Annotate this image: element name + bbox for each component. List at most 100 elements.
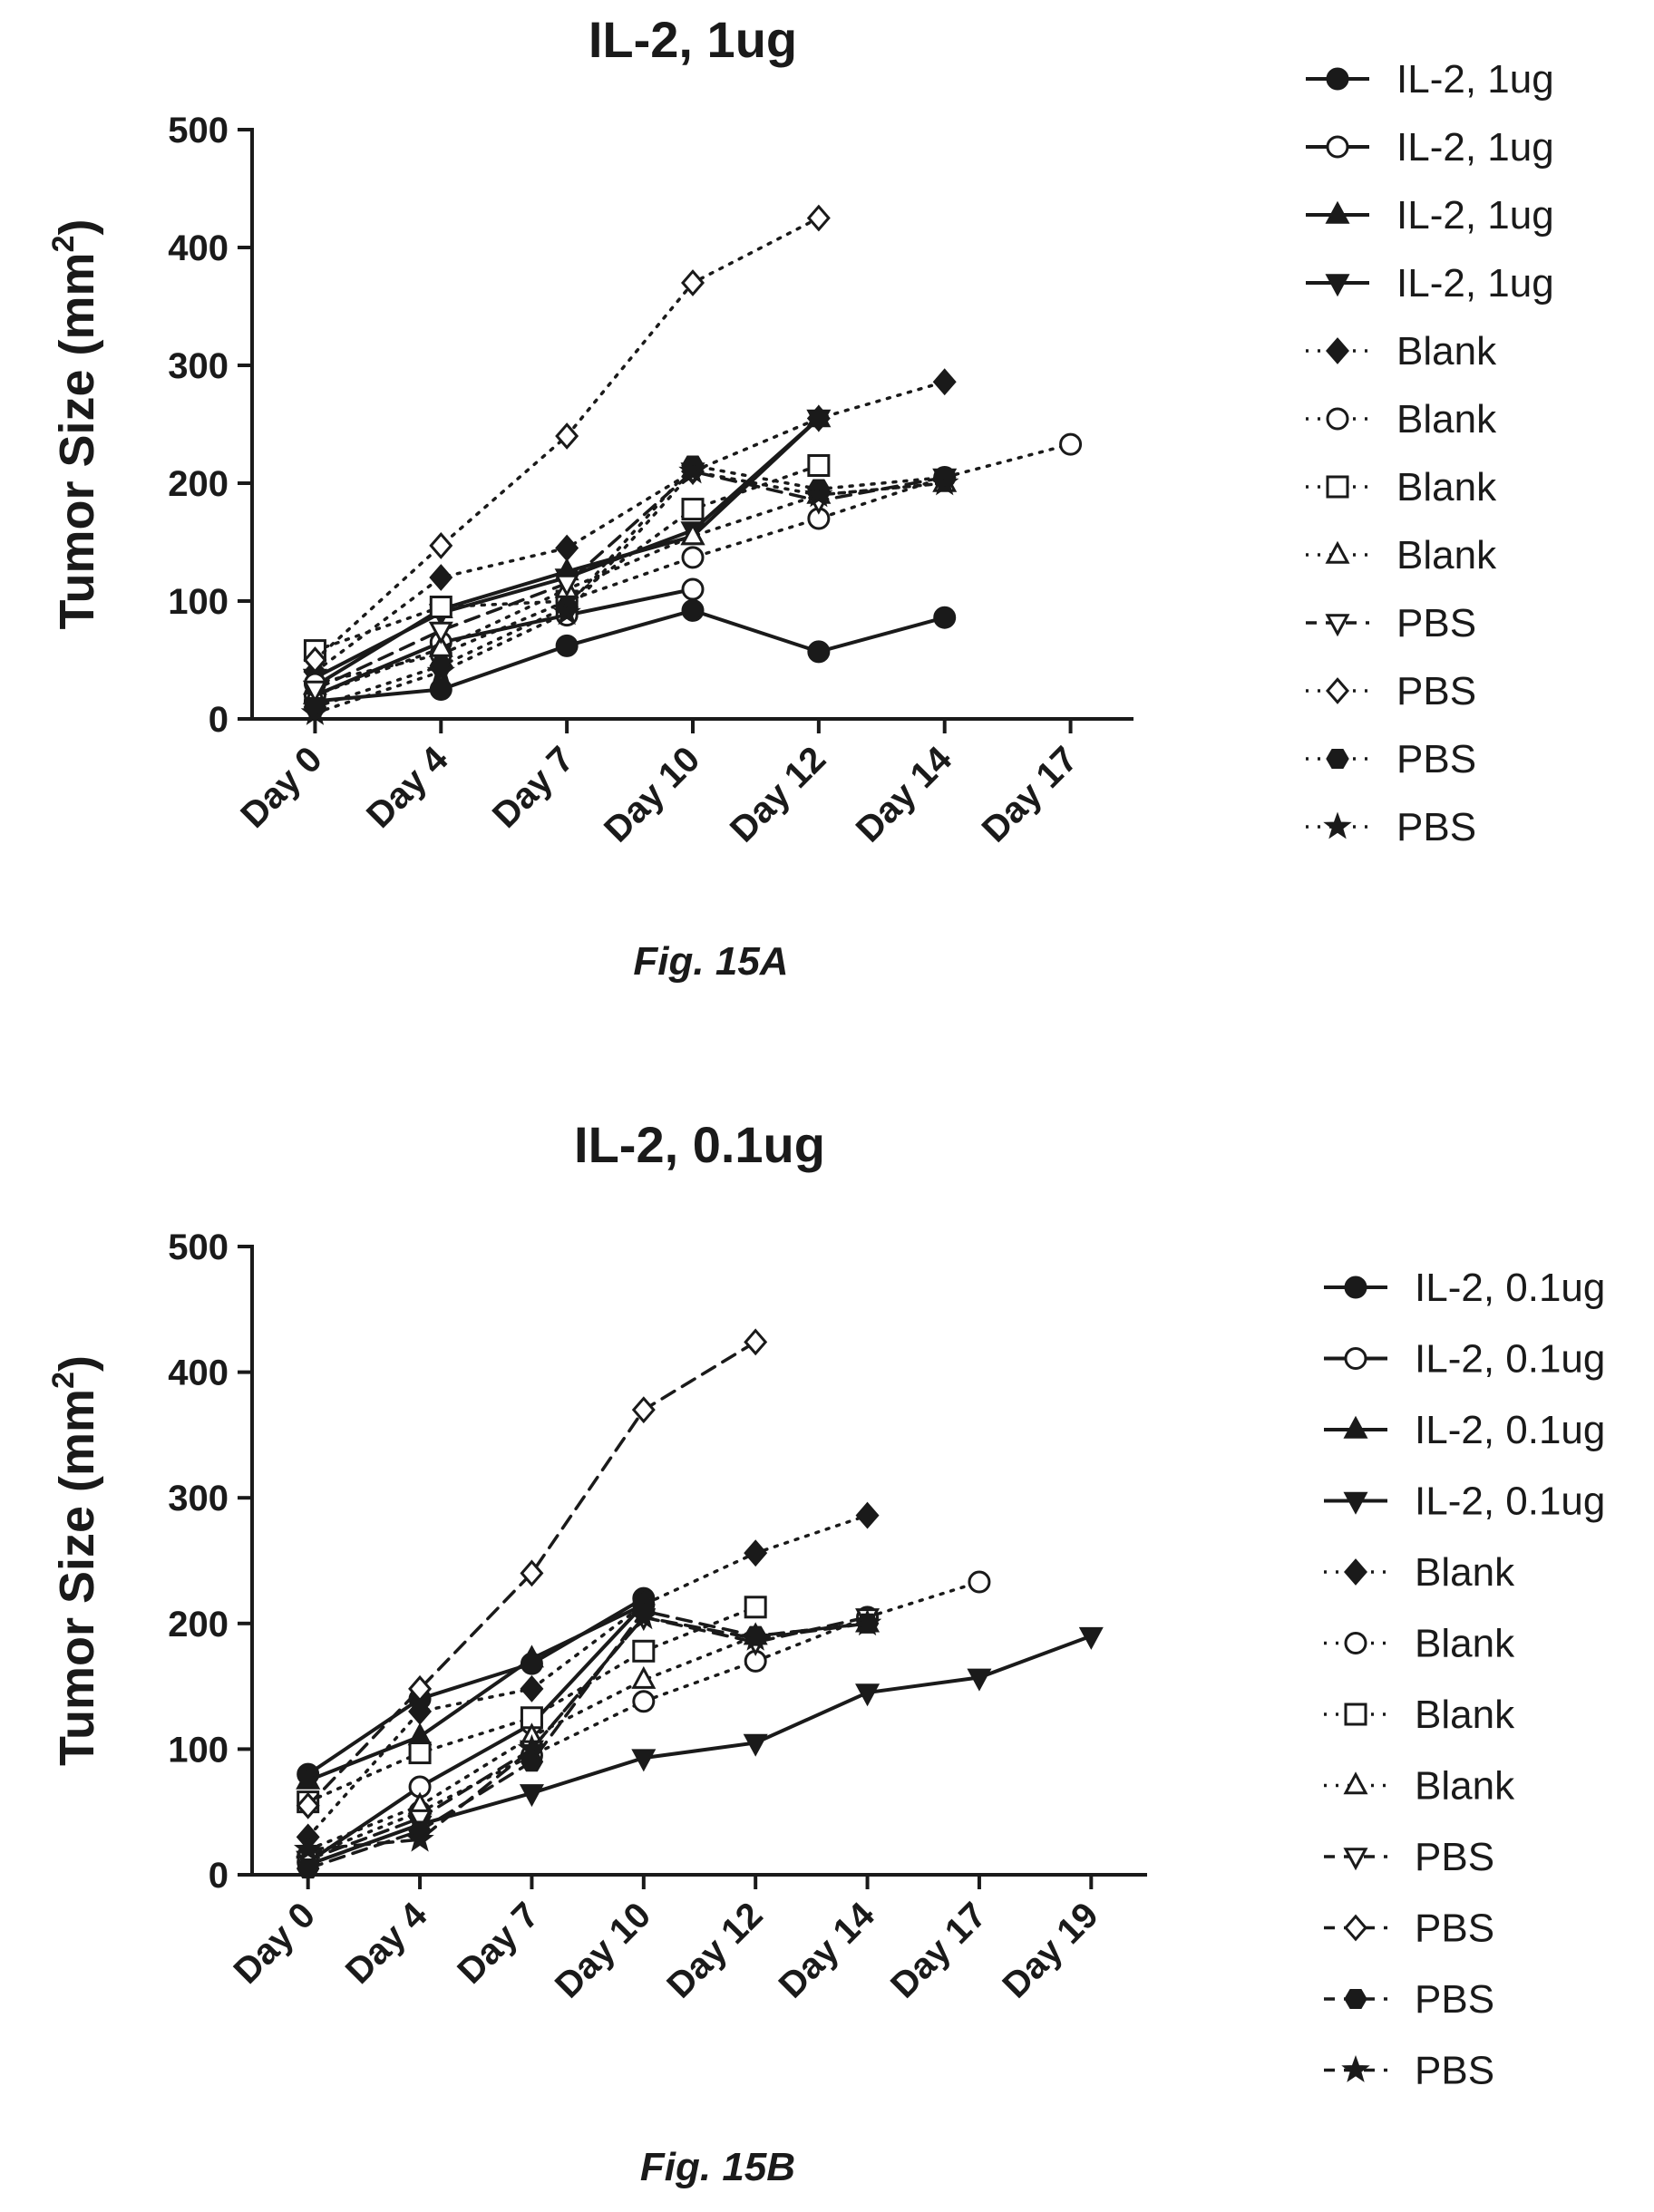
series-line: [313, 463, 947, 709]
data-point: [681, 546, 705, 569]
y-axis-label: Tumor Size (mm2): [46, 1355, 104, 1766]
series-10: [303, 455, 957, 718]
legend-item: PBS: [1306, 669, 1476, 713]
data-point: [407, 1809, 433, 1832]
data-point: [631, 1665, 657, 1689]
data-point: [807, 640, 831, 664]
legend-label: IL-2, 0.1ug: [1415, 1337, 1605, 1382]
data-point: [429, 531, 453, 559]
legend-item: Blank: [1324, 1693, 1515, 1737]
data-point: [555, 422, 579, 450]
x-tick-label: Day 19: [995, 1895, 1105, 2005]
legend-marker: [1343, 1848, 1368, 1871]
data-point: [744, 1596, 767, 1619]
data-point: [1078, 1626, 1104, 1650]
data-point: [408, 1741, 432, 1765]
y-tick-label: 0: [209, 700, 229, 740]
legend-item: PBS: [1324, 1906, 1494, 1951]
legend-label: Blank: [1396, 465, 1497, 509]
legend-marker: [1344, 1914, 1367, 1942]
series-7: [296, 1609, 881, 1859]
data-point: [519, 1784, 544, 1808]
legend-label: PBS: [1396, 737, 1476, 781]
data-point: [631, 1396, 656, 1424]
figure-caption: Fig. 15B: [640, 2145, 795, 2189]
x-tick-label: Day 14: [849, 739, 960, 850]
series-4: [296, 1501, 880, 1851]
legend-item: IL-2, 1ug: [1306, 261, 1554, 306]
legend-label: PBS: [1415, 1835, 1494, 1879]
figure-caption: Fig. 15A: [633, 939, 788, 984]
x-tick-label: Day 7: [450, 1895, 547, 1992]
y-axis-label-text: Tumor Size (mm: [50, 1389, 104, 1766]
data-point: [855, 1501, 880, 1529]
chart-title: IL-2, 1ug: [589, 11, 797, 68]
legend-item: PBS: [1324, 2049, 1494, 2093]
series-line: [306, 1596, 646, 1777]
y-tick-label: 200: [168, 1605, 229, 1644]
y-axis-label: Tumor Size (mm2): [46, 219, 104, 630]
legend-label: Blank: [1415, 1622, 1515, 1666]
legend-marker: [1341, 2054, 1370, 2082]
data-point: [681, 498, 705, 521]
data-point: [629, 1602, 658, 1630]
series-11: [300, 456, 959, 725]
legend-marker: [1325, 200, 1350, 224]
data-point: [555, 634, 579, 657]
data-point: [681, 598, 705, 622]
series-line: [313, 470, 947, 715]
data-point: [408, 1674, 433, 1703]
data-point: [806, 404, 831, 432]
y-tick-label: 0: [209, 1856, 229, 1896]
data-point: [429, 564, 453, 591]
data-point: [429, 678, 452, 701]
data-point: [968, 1570, 991, 1594]
legend-label: PBS: [1396, 669, 1476, 713]
chart-panel-b: IL-2, 0.1ug Tumor Size (mm2) 0 100 200 300 400…: [46, 1116, 1605, 2189]
series-line: [313, 380, 947, 674]
y-tick-label: 200: [168, 464, 229, 504]
legend-item: Blank: [1324, 1550, 1515, 1595]
data-point: [300, 697, 330, 725]
data-point: [554, 574, 579, 597]
data-point: [806, 204, 831, 232]
data-point: [429, 596, 452, 618]
data-point: [632, 1690, 656, 1713]
y-tick-label: 500: [168, 1227, 229, 1267]
chart-title: IL-2, 0.1ug: [574, 1116, 825, 1173]
series-line: [306, 1513, 870, 1839]
legend-label: IL-2, 1ug: [1396, 57, 1554, 102]
legend-label: PBS: [1415, 1906, 1494, 1951]
legend-label: Blank: [1396, 533, 1497, 577]
legend-marker: [1326, 475, 1349, 499]
x-tick-label: Day 0: [233, 739, 330, 836]
y-tick-label: 500: [168, 111, 229, 150]
data-point: [741, 1623, 770, 1651]
data-point: [967, 1668, 992, 1692]
y-axis-label-close: ): [50, 1355, 104, 1372]
series-line: [313, 608, 947, 703]
legend-marker: [1344, 1276, 1367, 1299]
legend-item: Blank: [1306, 397, 1497, 441]
series-line: [306, 1603, 646, 1783]
legend-item: Blank: [1306, 465, 1497, 509]
legend-label: IL-2, 1ug: [1396, 125, 1554, 170]
x-tick-label: Day 14: [772, 1895, 883, 2006]
legend-marker: [1323, 811, 1352, 839]
legend-label: IL-2, 1ug: [1396, 261, 1554, 306]
series-line: [306, 1606, 757, 1804]
data-point: [517, 1733, 547, 1761]
series-9: [296, 1328, 768, 1819]
data-point: [807, 454, 831, 477]
legend-item: IL-2, 0.1ug: [1324, 1480, 1605, 1524]
legend-item: IL-2, 1ug: [1306, 193, 1554, 238]
data-point: [407, 1722, 433, 1746]
y-tick-label: 300: [168, 346, 229, 386]
legend-label: Blank: [1415, 1693, 1515, 1737]
legend-marker: [1344, 1558, 1367, 1586]
legend-label: IL-2, 0.1ug: [1415, 1408, 1605, 1452]
y-tick-label: 100: [168, 1730, 229, 1770]
legend-label: IL-2, 1ug: [1396, 193, 1554, 238]
data-point: [520, 1559, 544, 1587]
